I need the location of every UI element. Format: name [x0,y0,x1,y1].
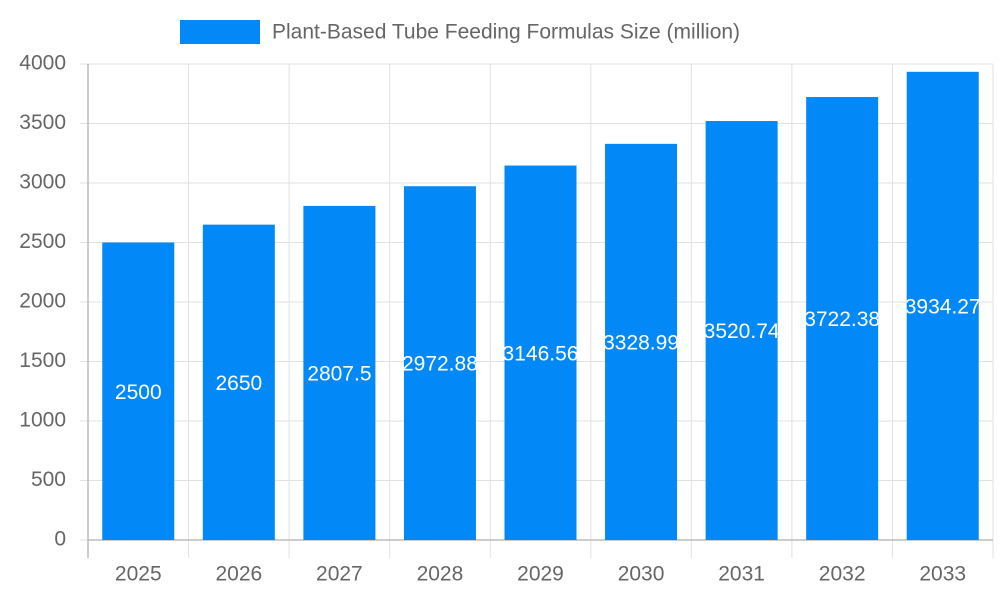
bar [705,121,778,541]
x-tick-label: 2033 [919,563,966,586]
x-tick-label: 2027 [316,563,363,586]
y-tick-label: 2500 [19,230,66,253]
value-label: 2807.5 [307,363,371,386]
x-tick-label: 2032 [819,563,866,586]
value-label: 3328.99 [603,331,679,354]
value-label: 2500 [115,381,162,404]
value-label: 3146.56 [503,342,579,365]
x-tick-label: 2029 [517,563,564,586]
x-tick-label: 2028 [417,563,464,586]
x-tick-label: 2026 [215,563,262,586]
y-tick-label: 500 [31,468,66,491]
bar [806,97,879,541]
value-label: 2972.88 [402,353,478,376]
bar [906,71,979,540]
bar [102,242,175,540]
y-tick-label: 1500 [19,349,66,372]
value-label: 3934.27 [905,295,981,318]
y-tick-label: 3000 [19,171,66,194]
x-tick-label: 2025 [115,563,162,586]
y-tick-label: 3500 [19,111,66,134]
bar [202,224,275,540]
y-tick-label: 1000 [19,409,66,432]
bar [403,186,476,540]
value-label: 3722.38 [804,308,880,331]
value-label: 2650 [215,372,262,395]
bar [504,165,577,540]
value-label: 3520.74 [704,320,780,343]
legend-label: Plant-Based Tube Feeding Formulas Size (… [272,21,740,44]
x-tick-label: 2030 [618,563,665,586]
y-tick-label: 0 [54,528,66,551]
bar [303,205,376,540]
y-tick-label: 2000 [19,290,66,313]
bar [605,143,678,540]
x-tick-label: 2031 [718,563,765,586]
legend-swatch [180,20,260,44]
y-tick-label: 4000 [19,52,66,75]
